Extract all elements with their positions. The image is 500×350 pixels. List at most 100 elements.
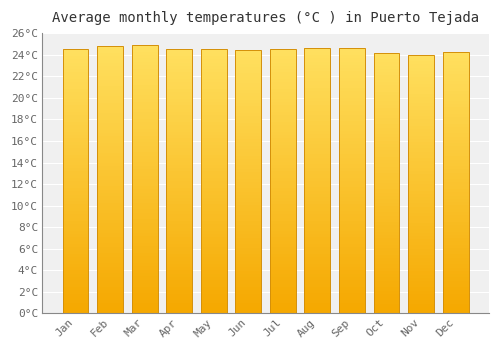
Bar	[201, 175, 226, 178]
Bar	[62, 300, 88, 303]
Bar	[304, 240, 330, 244]
Bar	[132, 166, 158, 169]
Bar	[201, 284, 226, 287]
Bar	[442, 150, 468, 153]
Bar	[132, 243, 158, 246]
Bar	[62, 116, 88, 119]
Bar	[62, 102, 88, 105]
Bar	[304, 297, 330, 300]
Bar	[408, 139, 434, 142]
Bar	[374, 150, 400, 154]
Bar	[339, 55, 365, 58]
Bar	[304, 138, 330, 141]
Bar	[270, 271, 296, 274]
Bar	[339, 191, 365, 194]
Bar	[132, 280, 158, 283]
Bar	[62, 158, 88, 162]
Bar	[408, 145, 434, 148]
Bar	[236, 188, 262, 192]
Bar	[97, 270, 123, 273]
Bar	[201, 139, 226, 142]
Bar	[236, 234, 262, 238]
Bar	[304, 244, 330, 247]
Bar	[270, 224, 296, 228]
Bar	[132, 52, 158, 55]
Bar	[442, 248, 468, 251]
Bar	[166, 102, 192, 105]
Bar	[97, 126, 123, 130]
Bar	[408, 300, 434, 304]
Bar	[62, 69, 88, 72]
Bar	[408, 310, 434, 313]
Bar	[166, 59, 192, 63]
Bar	[339, 264, 365, 267]
Bar	[339, 62, 365, 65]
Bar	[132, 223, 158, 226]
Bar	[201, 237, 226, 241]
Bar	[97, 143, 123, 146]
Bar	[132, 233, 158, 236]
Bar	[62, 63, 88, 66]
Bar	[339, 204, 365, 207]
Bar	[132, 193, 158, 196]
Bar	[408, 100, 434, 103]
Bar	[236, 142, 262, 146]
Bar	[442, 235, 468, 238]
Bar	[166, 310, 192, 313]
Bar	[97, 73, 123, 76]
Bar	[62, 214, 88, 218]
Bar	[97, 220, 123, 223]
Bar	[132, 126, 158, 129]
Bar	[166, 300, 192, 303]
Bar	[304, 220, 330, 224]
Bar	[62, 152, 88, 155]
Bar	[201, 214, 226, 218]
Bar	[62, 96, 88, 99]
Bar	[270, 66, 296, 69]
Bar	[166, 105, 192, 109]
Bar	[132, 92, 158, 95]
Bar	[304, 303, 330, 307]
Bar	[442, 117, 468, 120]
Bar	[62, 251, 88, 254]
Bar	[304, 204, 330, 207]
Bar	[339, 168, 365, 171]
Bar	[201, 307, 226, 310]
Bar	[408, 68, 434, 71]
Bar	[339, 148, 365, 151]
Bar	[132, 105, 158, 109]
Bar	[201, 172, 226, 175]
Bar	[97, 193, 123, 196]
Bar	[236, 86, 262, 90]
Bar	[236, 100, 262, 103]
Bar	[442, 133, 468, 136]
Bar	[236, 60, 262, 64]
Bar	[304, 151, 330, 154]
Bar	[132, 219, 158, 223]
Bar	[304, 68, 330, 71]
Bar	[236, 198, 262, 202]
Bar	[442, 192, 468, 196]
Bar	[201, 303, 226, 307]
Bar	[236, 77, 262, 80]
Bar	[304, 264, 330, 267]
Bar	[270, 89, 296, 92]
Bar	[236, 202, 262, 205]
Bar	[132, 206, 158, 209]
Bar	[374, 268, 400, 271]
Bar	[97, 56, 123, 60]
Bar	[408, 129, 434, 132]
Bar	[442, 241, 468, 245]
Bar	[270, 56, 296, 59]
Bar	[166, 247, 192, 251]
Bar	[201, 290, 226, 294]
Bar	[270, 109, 296, 112]
Bar	[97, 79, 123, 83]
Bar	[374, 79, 400, 82]
Bar	[201, 76, 226, 79]
Bar	[166, 49, 192, 53]
Bar	[270, 188, 296, 191]
Bar	[62, 231, 88, 234]
Bar	[166, 271, 192, 274]
Bar	[270, 231, 296, 234]
